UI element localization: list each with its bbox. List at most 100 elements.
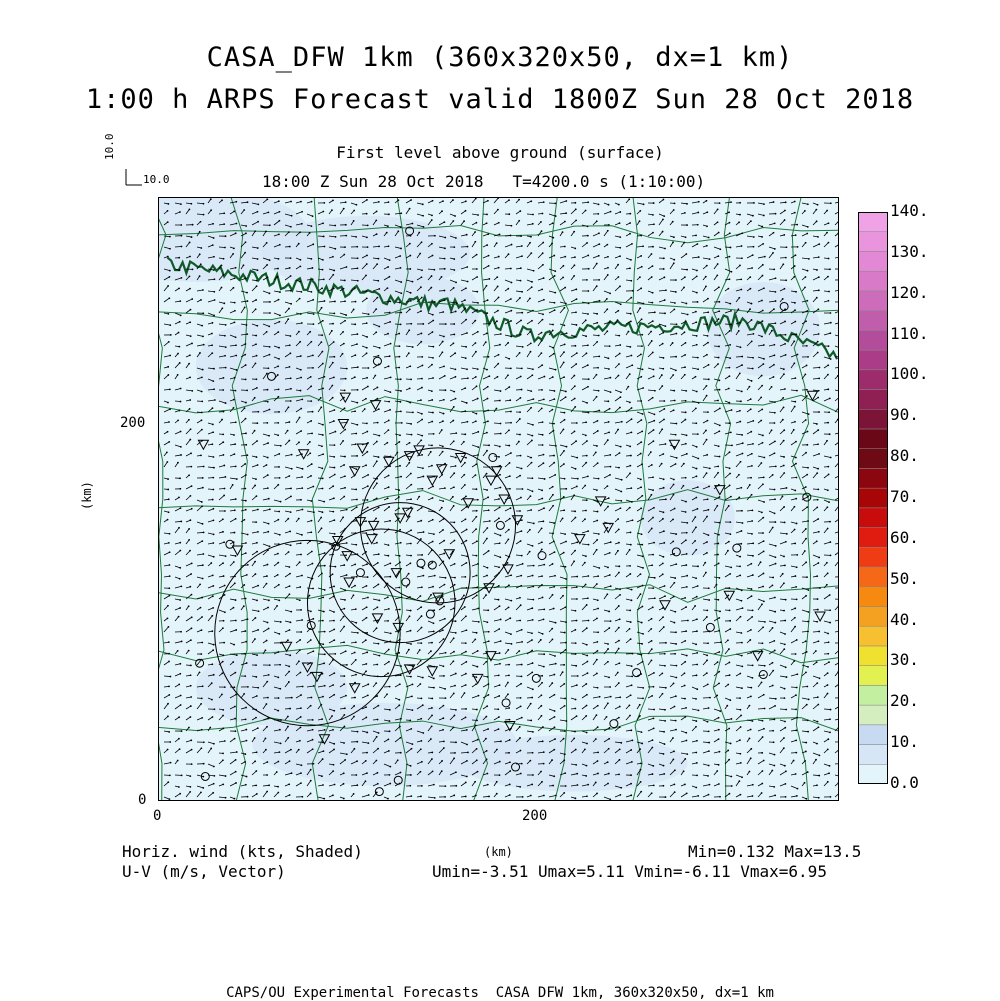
wind-vector-head (651, 618, 653, 620)
wind-vector-head (389, 312, 391, 314)
wind-vector (340, 422, 347, 423)
wind-vector-head (453, 258, 455, 260)
wind-vector-head (203, 344, 205, 346)
wind-vector-head (706, 323, 708, 325)
wind-vector-head (618, 627, 620, 629)
wind-vector-head (511, 244, 513, 246)
wind-vector-head (619, 211, 621, 213)
wind-vector-head (764, 256, 766, 258)
wind-vector-head (553, 522, 555, 524)
wind-vector-head (785, 279, 787, 281)
wind-vector-head (477, 499, 479, 501)
wind-vector-head (761, 300, 763, 302)
wind-vector-head (530, 236, 532, 238)
wind-vector-head (762, 363, 764, 365)
wind-vector-head (543, 619, 545, 621)
wind-vector-head (222, 274, 224, 276)
wind-vector-head (706, 245, 708, 247)
wind-vector-head (322, 511, 324, 513)
wind-vector-head (222, 389, 224, 391)
wind-vector-head (585, 510, 587, 512)
wind-vector-head (201, 505, 203, 507)
wind-vector-head (652, 265, 654, 267)
wind-vector-head (433, 609, 435, 611)
wind-vector-head (706, 472, 708, 474)
wind-vector-head (707, 534, 709, 536)
wind-vector-head (499, 556, 501, 558)
wind-vector-head (576, 457, 578, 459)
wind-vector-head (432, 377, 434, 379)
wind-vector-head (465, 540, 467, 542)
wind-vector-head (311, 520, 313, 522)
wind-vector-head (398, 489, 400, 491)
wind-vector-head (168, 587, 170, 589)
wind-vector-head (445, 389, 447, 391)
wind-vector-head (709, 258, 711, 260)
wind-vector-head (729, 330, 731, 332)
wind-vector-head (794, 617, 796, 619)
wind-vector-head (487, 409, 489, 411)
wind-vector-head (543, 201, 545, 203)
wind-vector-head (806, 345, 808, 347)
wind-vector-head (596, 520, 598, 522)
wind-vector-head (213, 467, 215, 469)
wind-vector-head (444, 247, 446, 249)
wind-vector (560, 587, 566, 588)
wind-vector-head (497, 363, 499, 365)
wind-vector-head (661, 385, 663, 387)
wind-vector-head (332, 362, 334, 364)
wind-vector-head (529, 242, 531, 244)
wind-vector-head (696, 391, 698, 393)
wind-vector-head (378, 435, 380, 437)
wind-vector-head (664, 312, 666, 314)
wind-vector-head (564, 246, 566, 248)
wind-vector-head (598, 478, 600, 480)
wind-vector-head (400, 267, 402, 269)
wind-vector-head (631, 431, 633, 433)
wind-vector-head (705, 285, 707, 287)
wind-vector-head (620, 446, 622, 448)
wind-vector-head (366, 290, 368, 292)
wind-vector-head (564, 256, 566, 258)
wind-vector-head (520, 280, 522, 282)
wind-vector-head (761, 336, 763, 338)
wind-vector-head (574, 550, 576, 552)
wind-vector-head (289, 593, 291, 595)
wind-vector-head (529, 331, 531, 333)
wind-vector-head (288, 406, 290, 408)
wind-vector-head (366, 347, 368, 349)
wind-vector-head (552, 347, 554, 349)
wind-vector-head (610, 391, 612, 393)
wind-vector-head (343, 496, 345, 498)
wind-vector-head (760, 462, 762, 464)
wind-vector-head (763, 540, 765, 542)
wind-vector-head (464, 606, 466, 608)
wind-vector-head (168, 297, 170, 299)
wind-vector-head (277, 574, 279, 576)
wind-vector-head (617, 550, 619, 552)
wind-vector-head (553, 398, 555, 400)
wind-vector-head (287, 518, 289, 520)
wind-vector-head (818, 289, 820, 291)
wind-vector-head (662, 518, 664, 520)
wind-vector-head (278, 200, 280, 202)
wind-vector-head (706, 609, 708, 611)
wind-vector-head (235, 390, 237, 392)
wind-vector-head (213, 368, 215, 370)
wind-vector-head (576, 422, 578, 424)
wind-vector-head (443, 553, 445, 555)
wind-vector-head (716, 274, 718, 276)
wind-vector-head (719, 379, 721, 381)
wind-vector-head (267, 487, 269, 489)
wind-vector-head (773, 364, 775, 366)
wind-vector-head (797, 354, 799, 356)
wind-vector-head (386, 232, 388, 234)
wind-vector-head (225, 555, 227, 557)
wind-vector-head (234, 302, 236, 304)
wind-vector-head (254, 430, 256, 432)
wind-vector-head (630, 297, 632, 299)
wind-vector-head (267, 531, 269, 533)
wind-vector-head (817, 499, 819, 501)
wind-vector-head (366, 606, 368, 608)
wind-vector-head (312, 588, 314, 590)
